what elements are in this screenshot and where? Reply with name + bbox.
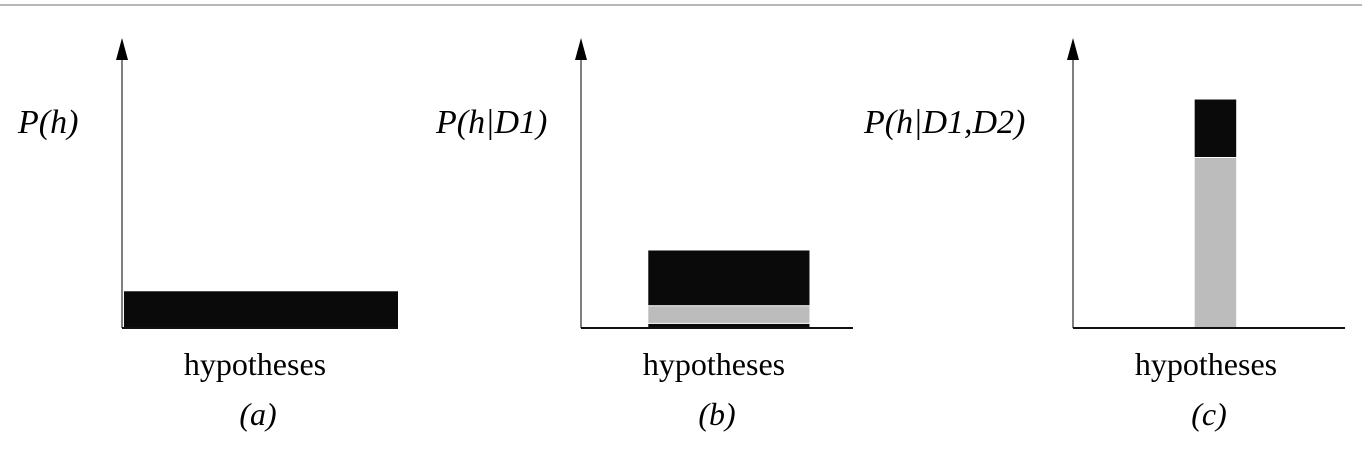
panel-c-bar-segment-dark [1194,99,1237,157]
panel-b-y-label: P(h|D1) [435,104,547,141]
panel-c-y-arrow [1067,38,1079,60]
panel-b-bar-segment-gray [648,306,810,323]
panel-c: P(h|D1,D2) hypotheses (c) [863,38,1345,432]
panel-a-x-label: hypotheses [184,346,326,382]
panel-c-y-label: P(h|D1,D2) [863,104,1025,141]
panel-b: P(h|D1) hypotheses (b) [435,38,853,432]
panel-b-y-arrow [575,38,587,60]
panel-c-bars [1194,99,1237,327]
panel-a-bar-segment-dark [124,291,398,327]
panel-a-y-arrow [116,38,128,60]
panel-b-bar-segment-dark [648,323,810,327]
panel-b-x-label: hypotheses [643,346,785,382]
panel-c-label: (c) [1191,396,1227,432]
panel-b-bars [648,250,810,327]
panel-a-y-label: P(h) [17,104,78,141]
panel-a-label: (a) [239,396,276,432]
panel-b-label: (b) [698,396,735,432]
panel-a-bars [124,291,398,327]
panel-a: P(h) hypotheses (a) [17,38,398,432]
panel-c-x-label: hypotheses [1135,346,1277,382]
panel-b-bar-segment-dark [648,250,810,306]
panel-c-bar-segment-gray [1194,158,1237,327]
top-rule [0,4,1362,6]
